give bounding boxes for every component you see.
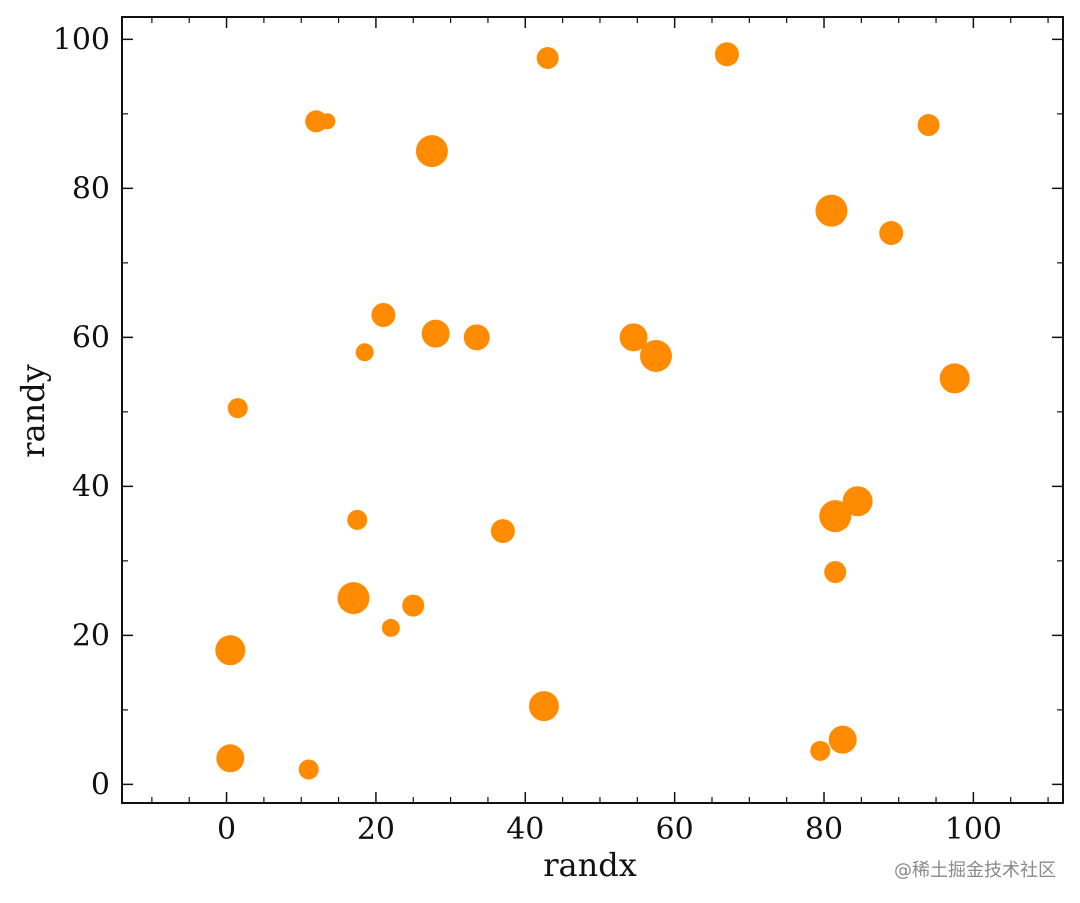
scatter-point bbox=[347, 509, 368, 530]
scatter-point bbox=[824, 561, 847, 584]
plot-layer bbox=[215, 42, 970, 780]
scatter-point bbox=[337, 582, 370, 615]
scatter-point bbox=[842, 486, 873, 517]
watermark-text: @稀土掘金技术社区 bbox=[894, 860, 1056, 881]
scatter-point bbox=[810, 740, 831, 761]
scatter-point bbox=[619, 323, 648, 352]
y-tick-label: 40 bbox=[72, 469, 110, 504]
scatter-point bbox=[421, 319, 450, 348]
axes-layer: 0 20 40 60 80 100 0 20 40 60 80 100 bbox=[53, 16, 1064, 847]
scatter-point bbox=[298, 759, 319, 780]
scatter-point bbox=[319, 113, 336, 130]
scatter-point bbox=[939, 363, 970, 394]
x-tick-label: 0 bbox=[217, 812, 236, 847]
y-tick-label: 0 bbox=[91, 767, 110, 802]
scatter-point bbox=[215, 635, 246, 666]
x-tick-label: 20 bbox=[357, 812, 395, 847]
scatter-point bbox=[879, 221, 904, 246]
x-tick-label: 40 bbox=[506, 812, 544, 847]
scatter-point bbox=[490, 519, 515, 544]
scatter-point bbox=[528, 691, 559, 722]
x-tick-label: 60 bbox=[656, 812, 694, 847]
plot-frame bbox=[121, 16, 1064, 804]
y-tick-label: 80 bbox=[72, 171, 110, 206]
scatter-point bbox=[402, 594, 425, 617]
scatter-point bbox=[828, 725, 857, 754]
scatter-point bbox=[714, 42, 739, 67]
scatter-point bbox=[463, 324, 490, 351]
x-tick-label: 100 bbox=[945, 812, 1002, 847]
y-tick-label: 20 bbox=[72, 618, 110, 653]
scatter-point bbox=[917, 114, 940, 137]
scatter-point bbox=[216, 744, 245, 773]
scatter-point bbox=[819, 500, 852, 533]
scatter-point bbox=[381, 618, 400, 637]
scatter-point bbox=[227, 398, 248, 419]
y-tick-label: 100 bbox=[53, 22, 110, 57]
y-axis-label: randy bbox=[14, 364, 52, 458]
x-axis-label: randx bbox=[543, 846, 637, 884]
scatter-point bbox=[639, 339, 672, 372]
scatter-point bbox=[536, 46, 559, 69]
scatter-point bbox=[355, 343, 374, 362]
scatter-point bbox=[371, 303, 396, 328]
x-tick-label: 80 bbox=[805, 812, 843, 847]
y-tick-label: 60 bbox=[72, 320, 110, 355]
scatter-point bbox=[415, 135, 448, 168]
scatter-point bbox=[815, 194, 848, 227]
